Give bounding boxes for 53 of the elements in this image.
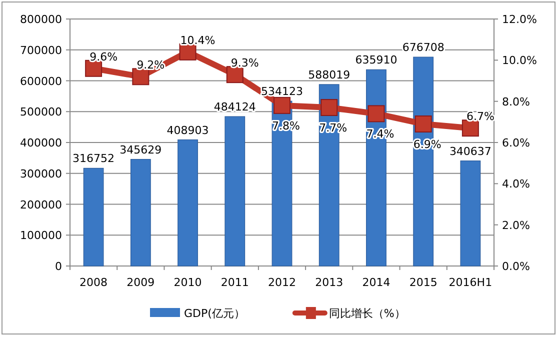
y2-tick-label: 2.0% bbox=[502, 218, 530, 232]
data-label: 340637 bbox=[449, 144, 492, 158]
x-tick-label: 2014 bbox=[362, 276, 390, 289]
bar bbox=[130, 158, 151, 266]
point bbox=[368, 105, 385, 122]
data-label: 6.9% bbox=[413, 138, 442, 151]
y2-tick-label: 4.0% bbox=[502, 178, 530, 191]
data-label: 408903 bbox=[166, 124, 209, 137]
y-tick-label: 500000 bbox=[20, 106, 62, 119]
y-tick-label: 400000 bbox=[20, 136, 62, 150]
bar bbox=[178, 139, 198, 266]
data-label: 9.6% bbox=[90, 50, 118, 64]
x-tick-label: 2010 bbox=[174, 276, 202, 289]
y2-tick-label: 12.0% bbox=[502, 13, 537, 26]
y2-tick-label: 10.0% bbox=[502, 54, 537, 68]
data-label: 345629 bbox=[120, 143, 162, 156]
y-tick-label: 200000 bbox=[20, 198, 62, 212]
y2-tick-label: 8.0% bbox=[502, 95, 530, 108]
data-label: 635910 bbox=[355, 54, 398, 67]
x-tick-label: 2011 bbox=[220, 276, 249, 289]
data-label: 676708 bbox=[402, 41, 444, 54]
y-tick-label: 700000 bbox=[20, 44, 62, 57]
y2-tick-label: 0.0% bbox=[502, 260, 530, 273]
bar bbox=[224, 116, 246, 266]
x-tick-label: 2015 bbox=[409, 276, 438, 289]
data-label: 10.4% bbox=[180, 34, 216, 47]
data-label: 9.3% bbox=[230, 56, 259, 70]
bar bbox=[460, 160, 481, 266]
y-tick-label: 600000 bbox=[20, 74, 62, 88]
y-tick-label: 800000 bbox=[20, 13, 62, 26]
y-tick-label: 0 bbox=[55, 260, 62, 273]
bar bbox=[83, 168, 104, 266]
point bbox=[132, 68, 150, 86]
data-label: 484124 bbox=[214, 100, 256, 114]
point bbox=[462, 120, 479, 137]
x-tick-label: 2013 bbox=[315, 276, 344, 289]
legend-label: GDP(亿元） bbox=[184, 307, 245, 320]
x-tick-label: 2016H1 bbox=[448, 276, 492, 289]
point bbox=[274, 96, 290, 114]
data-label: 316752 bbox=[72, 152, 115, 166]
data-label: 588019 bbox=[308, 68, 350, 82]
y2-tick-label: 6.0% bbox=[502, 136, 530, 150]
x-tick-label: 2008 bbox=[80, 276, 108, 289]
data-label: 6.7% bbox=[466, 110, 494, 124]
y-tick-label: 100000 bbox=[20, 229, 62, 242]
point bbox=[85, 60, 102, 77]
x-tick-label: 2012 bbox=[268, 276, 296, 289]
point bbox=[226, 66, 244, 84]
point bbox=[414, 115, 432, 132]
y-tick-label: 300000 bbox=[20, 167, 62, 180]
x-tick-label: 2009 bbox=[126, 276, 155, 289]
legend-label: 同比增长（%） bbox=[328, 307, 406, 320]
point bbox=[320, 99, 338, 116]
